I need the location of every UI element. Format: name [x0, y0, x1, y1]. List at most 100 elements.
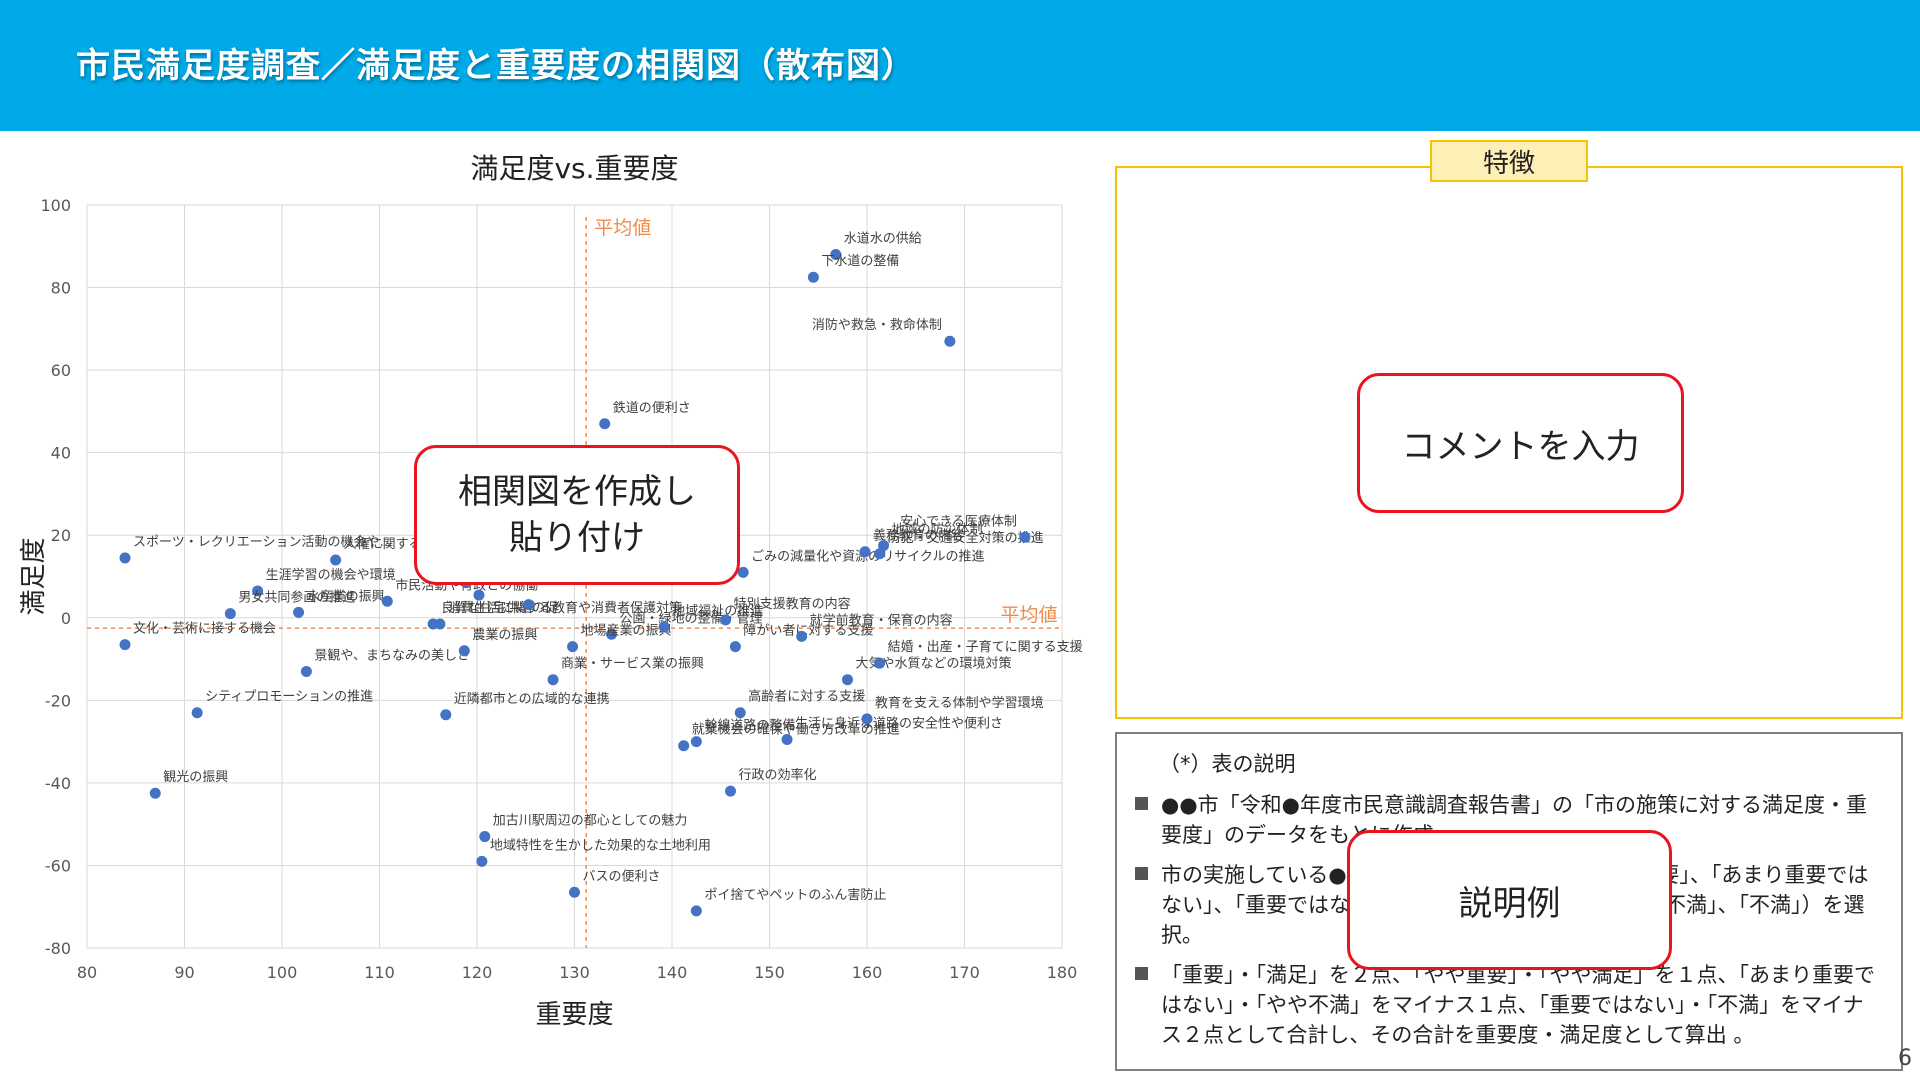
data-point	[729, 641, 741, 653]
feature-label: 特徴	[1430, 140, 1588, 182]
page-title: 市民満足度調査／満足度と重要度の相関図（散布図）	[76, 46, 916, 86]
y-tick-label: 80	[51, 279, 71, 298]
data-point	[119, 552, 131, 564]
description-text: 「重要」・「満足」を２点、「やや重要」・「やや満足」を１点、「あまり重要ではない…	[1161, 963, 1875, 1047]
data-point	[678, 740, 690, 752]
data-point	[658, 621, 670, 633]
data-label: 水産業の振興	[307, 588, 385, 604]
y-tick-label: -60	[45, 856, 71, 875]
data-point	[944, 335, 956, 347]
data-label: シティプロモーションの推進	[205, 690, 373, 705]
data-point	[878, 540, 890, 552]
data-point	[874, 657, 886, 669]
data-label: 近隣都市との広域的な連携	[454, 691, 610, 707]
square-bullet-icon	[1135, 867, 1148, 880]
data-label: 男女共同参画の推進	[238, 590, 355, 606]
data-label: 特別支援教育の内容	[734, 596, 851, 612]
x-tick-label: 160	[852, 963, 883, 982]
data-label: 鉄道の便利さ	[613, 401, 691, 416]
data-label: 地場産業の振興	[581, 623, 672, 639]
data-label: 大気や水質などの環境対策	[856, 656, 1012, 672]
explain-callout: 説明例	[1347, 830, 1672, 970]
data-label: 就学前教育・保育の内容	[810, 612, 953, 628]
y-tick-label: 20	[51, 526, 71, 545]
y-tick-label: 40	[51, 444, 71, 463]
data-point	[734, 707, 746, 719]
data-point	[476, 855, 488, 867]
data-point	[567, 641, 579, 653]
x-tick-label: 170	[949, 963, 980, 982]
description-item: 「重要」・「満足」を２点、「やや重要」・「やや満足」を１点、「あまり重要ではない…	[1135, 960, 1883, 1050]
y-axis-label: 満足度	[19, 537, 49, 615]
data-label: 障がい者に対する支援	[743, 624, 873, 639]
data-label: 高齢者に対する支援	[748, 689, 865, 705]
data-point	[725, 785, 736, 797]
data-point	[300, 665, 312, 677]
data-point	[861, 713, 873, 725]
data-label: 地域の防災体制	[892, 522, 983, 538]
paste-chart-callout: 相関図を作成し 貼り付け	[414, 445, 740, 585]
data-point	[458, 645, 470, 657]
average-y-label: 平均値	[1000, 604, 1057, 626]
data-label: 文化・芸術に接する機会	[133, 621, 276, 637]
data-label: 義務教育の内容	[873, 528, 964, 544]
data-label: 結婚・出産・子育てに関する支援	[888, 639, 1083, 655]
data-point	[599, 418, 611, 430]
data-point	[606, 628, 618, 640]
comment-callout: コメントを入力	[1357, 373, 1684, 513]
data-label: 行政の効率化	[739, 767, 817, 783]
data-label: 下水道の整備	[821, 253, 899, 269]
data-label: バスの便利さ	[583, 869, 661, 884]
data-point	[569, 886, 580, 898]
y-tick-label: 60	[51, 361, 71, 380]
data-point	[690, 905, 702, 917]
average-x-label: 平均値	[594, 217, 651, 239]
data-point	[720, 614, 732, 626]
data-point	[1019, 531, 1031, 543]
description-box: （*）表の説明 ●●市「令和●年度市民意識調査報告書」の「市の施策に対する満足度…	[1115, 732, 1903, 1071]
data-point	[224, 608, 236, 620]
x-tick-label: 120	[462, 963, 493, 982]
x-tick-label: 90	[174, 963, 194, 982]
data-point	[149, 787, 161, 799]
square-bullet-icon	[1135, 967, 1148, 980]
data-point	[830, 249, 842, 261]
data-point	[191, 707, 203, 719]
data-point	[796, 630, 808, 642]
y-tick-label: 100	[40, 196, 71, 215]
data-label: 地域特性を生かした効果的な土地利用	[490, 837, 711, 853]
square-bullet-icon	[1135, 797, 1148, 810]
data-label: 防犯・交通安全対策の推進	[888, 530, 1044, 546]
data-label: 消防や救急・救命体制	[812, 317, 942, 333]
data-point	[293, 606, 305, 618]
data-point	[119, 639, 131, 651]
x-tick-label: 110	[364, 963, 395, 982]
data-point	[781, 734, 793, 746]
data-point	[440, 709, 452, 721]
data-point	[330, 554, 342, 566]
x-axis-label: 重要度	[535, 1000, 613, 1030]
x-tick-label: 140	[657, 963, 688, 982]
data-point	[690, 736, 702, 748]
y-tick-label: -40	[45, 774, 71, 793]
x-tick-label: 150	[754, 963, 785, 982]
data-label: 幹線道路の整備	[704, 718, 795, 734]
description-item: ●●市「令和●年度市民意識調査報告書」の「市の施策に対する満足度・重要度」のデー…	[1135, 790, 1883, 850]
data-label: ポイ捨てやペットのふん害防止	[704, 887, 886, 903]
scatter-chart: 80 90 100 110 120 130 140 150 160 170 180 -80 -60 -40…	[19, 152, 1083, 1030]
data-label: 消費生活に関する教育や消費者保護対策	[448, 600, 682, 616]
data-label: 商業・サービス業の振興	[561, 656, 704, 672]
y-tick-label: -20	[45, 691, 71, 710]
data-point	[479, 831, 491, 843]
chart-title: 満足度vs.重要度	[470, 152, 678, 185]
x-tick-label: 80	[77, 963, 97, 982]
y-tick-label: 0	[61, 609, 71, 628]
paste-chart-callout-line-2: 貼り付け	[509, 518, 645, 558]
x-tick-label: 100	[267, 963, 298, 982]
data-point	[547, 674, 559, 686]
data-label: 水道水の供給	[844, 232, 922, 247]
page-number: 6	[1898, 1046, 1912, 1071]
description-title: （*）表の説明	[1159, 752, 1296, 776]
data-label: 安心できる医療体制	[900, 514, 1017, 529]
paste-chart-callout-line-1: 相関図を作成し	[458, 472, 696, 512]
